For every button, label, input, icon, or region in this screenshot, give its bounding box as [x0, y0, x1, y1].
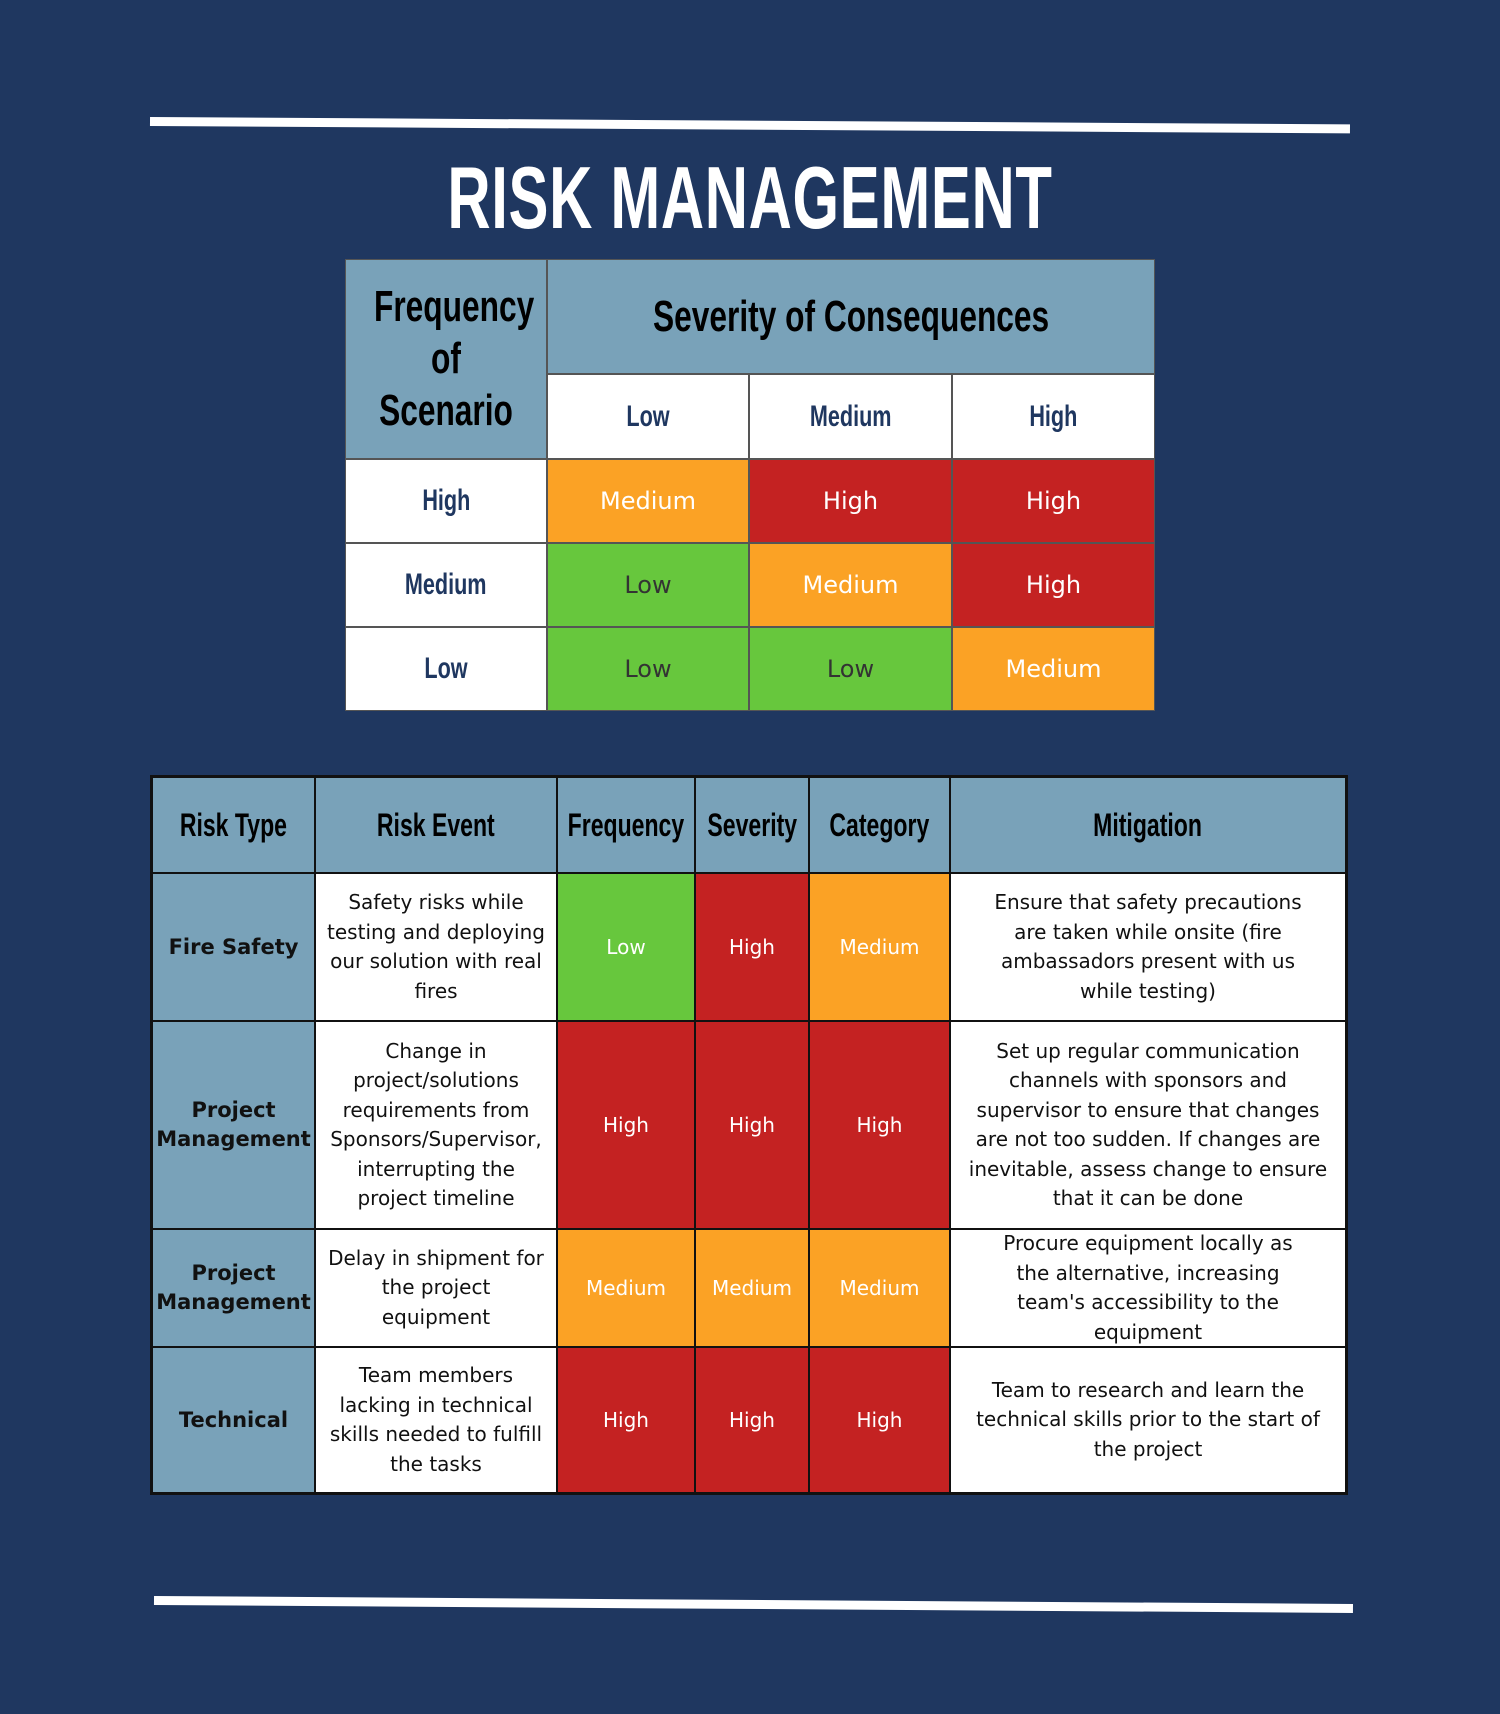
- matrix-row-label: Medium: [405, 568, 487, 601]
- matrix-cell: Low: [547, 627, 749, 711]
- matrix-cell: Low: [547, 543, 749, 627]
- frequency-cell: Medium: [557, 1229, 695, 1347]
- matrix-cell: Low: [749, 627, 952, 711]
- header-label: Mitigation: [1093, 806, 1203, 843]
- matrix-col-high: High: [952, 374, 1155, 459]
- mitigation-cell: Team to research and learn the technical…: [950, 1347, 1346, 1493]
- frequency-cell: High: [557, 1021, 695, 1229]
- risk-matrix: Frequency of Scenario Severity of Conseq…: [345, 259, 1155, 711]
- mitigation-cell: Set up regular communication channels wi…: [950, 1021, 1346, 1229]
- matrix-cell: Medium: [547, 459, 749, 543]
- header-label: Severity: [707, 806, 797, 843]
- header-risk-type: Risk Type: [152, 777, 315, 873]
- severity-cell: High: [695, 873, 809, 1021]
- matrix-row-header-label: Frequency of Scenario: [374, 282, 535, 435]
- matrix-cell: Medium: [749, 543, 952, 627]
- matrix-cell: High: [952, 459, 1155, 543]
- top-divider-line: [149, 117, 1351, 134]
- matrix-row-header: Frequency of Scenario: [345, 259, 547, 459]
- header-label: Risk Event: [377, 806, 495, 843]
- mitigation-cell: Procure equipment locally as the alterna…: [950, 1229, 1346, 1347]
- severity-cell: High: [695, 1021, 809, 1229]
- header-mitigation: Mitigation: [950, 777, 1346, 873]
- matrix-row-label: High: [422, 484, 470, 517]
- category-cell: Medium: [809, 1229, 950, 1347]
- risk-event-cell: Team members lacking in technical skills…: [315, 1347, 557, 1493]
- matrix-col-header: Severity of Consequences: [547, 259, 1155, 374]
- risk-type-cell: Technical: [152, 1347, 315, 1493]
- header-label: Frequency: [567, 806, 685, 843]
- severity-cell: Medium: [695, 1229, 809, 1347]
- matrix-col-label: Low: [626, 399, 670, 433]
- risk-type-cell: Fire Safety: [152, 873, 315, 1021]
- risk-event-cell: Delay in shipment for the project equipm…: [315, 1229, 557, 1347]
- page-title: RISK MANAGEMENT: [447, 148, 1053, 247]
- risk-register-table: Risk Type Risk Event Frequency Severity …: [150, 775, 1348, 1495]
- matrix-col-label: Medium: [809, 399, 892, 433]
- bottom-divider-line: [153, 1596, 1354, 1613]
- matrix-row-medium: Medium: [345, 543, 547, 627]
- risk-event-cell: Change in project/solutions requirements…: [315, 1021, 557, 1229]
- matrix-row-label: Low: [424, 652, 468, 685]
- header-category: Category: [809, 777, 950, 873]
- matrix-cell: High: [749, 459, 952, 543]
- mitigation-cell: Ensure that safety precautions are taken…: [950, 873, 1346, 1021]
- frequency-cell: High: [557, 1347, 695, 1493]
- header-risk-event: Risk Event: [315, 777, 557, 873]
- frequency-cell: Low: [557, 873, 695, 1021]
- risk-type-cell: Project Management: [152, 1229, 315, 1347]
- category-cell: High: [809, 1021, 950, 1229]
- matrix-col-label: High: [1029, 399, 1078, 433]
- matrix-col-header-label: Severity of Consequences: [652, 291, 1050, 341]
- risk-event-cell: Safety risks while testing and deploying…: [315, 873, 557, 1021]
- severity-cell: High: [695, 1347, 809, 1493]
- category-cell: High: [809, 1347, 950, 1493]
- matrix-row-high: High: [345, 459, 547, 543]
- matrix-cell: Medium: [952, 627, 1155, 711]
- header-label: Category: [829, 806, 930, 843]
- header-label: Risk Type: [179, 806, 288, 843]
- risk-type-cell: Project Management: [152, 1021, 315, 1229]
- matrix-col-medium: Medium: [749, 374, 952, 459]
- matrix-cell: High: [952, 543, 1155, 627]
- header-frequency: Frequency: [557, 777, 695, 873]
- matrix-row-low: Low: [345, 627, 547, 711]
- matrix-col-low: Low: [547, 374, 749, 459]
- header-severity: Severity: [695, 777, 809, 873]
- category-cell: Medium: [809, 873, 950, 1021]
